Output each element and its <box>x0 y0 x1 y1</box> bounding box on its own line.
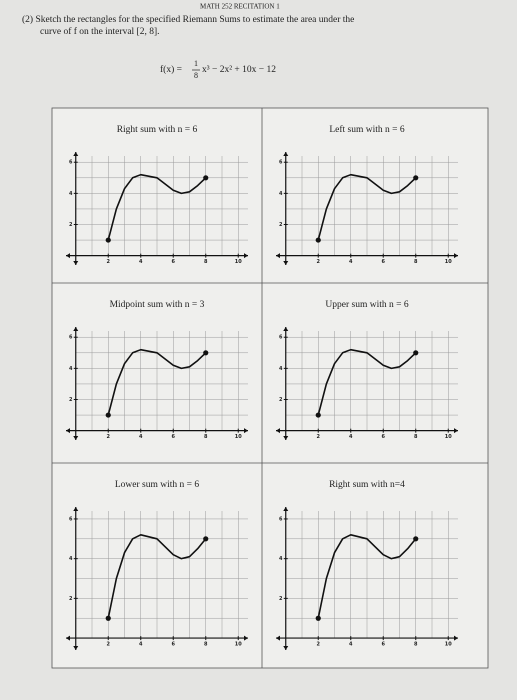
formula-num: 1 <box>194 59 198 68</box>
x-tick-label: 6 <box>172 259 176 265</box>
x-tick-label: 10 <box>445 434 452 440</box>
curve <box>317 348 417 416</box>
x-tick-label: 10 <box>445 642 452 648</box>
y-tick-label: 2 <box>69 397 73 403</box>
x-tick-label: 4 <box>139 642 143 648</box>
x-tick-label: 8 <box>204 434 208 440</box>
x-tick-label: 10 <box>235 642 242 648</box>
panel-title: Lower sum with n = 6 <box>115 480 200 490</box>
y-tick-label: 6 <box>279 335 283 341</box>
x-tick-label: 10 <box>445 259 452 265</box>
problem-line: (2) Sketch the rectangles for the specif… <box>22 14 354 25</box>
y-tick-label: 4 <box>69 556 73 562</box>
curve <box>317 534 417 619</box>
formula-den: 8 <box>194 71 198 80</box>
panel-title: Left sum with n = 6 <box>329 124 405 135</box>
x-tick-label: 4 <box>139 434 143 440</box>
x-tick-label: 8 <box>414 259 418 265</box>
x-tick-label: 6 <box>382 434 386 440</box>
problem-line: curve of f on the interval [2, 8]. <box>40 26 160 37</box>
y-tick-label: 4 <box>69 191 73 197</box>
endpoint <box>105 412 111 418</box>
endpoint <box>105 615 111 621</box>
y-tick-label: 2 <box>69 596 73 602</box>
x-tick-label: 4 <box>349 642 353 648</box>
x-tick-label: 8 <box>414 642 418 648</box>
endpoint <box>203 175 209 181</box>
formula-lhs: f(x) = <box>160 64 182 75</box>
x-tick-label: 8 <box>414 434 418 440</box>
y-tick-label: 2 <box>69 222 73 228</box>
curve <box>107 173 207 241</box>
x-tick-label: 10 <box>235 259 242 265</box>
x-tick-label: 6 <box>172 434 176 440</box>
header: MATH 252 RECITATION 1 <box>200 3 280 11</box>
panel-frame <box>51 107 489 669</box>
x-tick-label: 4 <box>349 259 353 265</box>
curve <box>107 534 207 619</box>
endpoint <box>203 350 209 356</box>
x-tick-label: 4 <box>139 259 143 265</box>
endpoint <box>413 350 419 356</box>
panel-title: Upper sum with n = 6 <box>325 300 408 310</box>
formula-rest: x³ − 2x² + 10x − 12 <box>202 65 276 75</box>
curve <box>107 348 207 416</box>
x-tick-label: 8 <box>204 642 208 648</box>
x-tick-label: 2 <box>107 642 111 648</box>
panel-title: Midpoint sum with n = 3 <box>110 300 205 310</box>
y-tick-label: 6 <box>279 516 283 522</box>
x-tick-label: 2 <box>317 259 321 265</box>
x-tick-label: 2 <box>317 642 321 648</box>
y-tick-label: 4 <box>279 556 283 562</box>
curve <box>317 173 417 241</box>
endpoint <box>203 536 209 542</box>
y-tick-label: 6 <box>69 516 73 522</box>
endpoint <box>315 615 321 621</box>
y-tick-label: 6 <box>69 335 73 341</box>
x-tick-label: 8 <box>204 259 208 265</box>
x-tick-label: 4 <box>349 434 353 440</box>
x-tick-label: 6 <box>382 259 386 265</box>
y-tick-label: 6 <box>279 160 283 166</box>
y-tick-label: 2 <box>279 222 283 228</box>
x-tick-label: 6 <box>382 642 386 648</box>
y-tick-label: 6 <box>69 160 73 166</box>
endpoint <box>315 412 321 418</box>
x-tick-label: 10 <box>235 434 242 440</box>
endpoint <box>413 175 419 181</box>
y-tick-label: 4 <box>69 366 73 372</box>
panel-title: Right sum with n=4 <box>329 480 405 490</box>
y-tick-label: 4 <box>279 191 283 197</box>
endpoint <box>413 536 419 542</box>
panel-title: Right sum with n = 6 <box>117 125 198 135</box>
y-tick-label: 4 <box>279 366 283 372</box>
endpoint <box>315 237 321 243</box>
x-tick-label: 2 <box>107 434 111 440</box>
x-tick-label: 2 <box>317 434 321 440</box>
y-tick-label: 2 <box>279 596 283 602</box>
y-tick-label: 2 <box>279 397 283 403</box>
x-tick-label: 6 <box>172 642 176 648</box>
endpoint <box>105 237 111 243</box>
x-tick-label: 2 <box>107 259 111 265</box>
